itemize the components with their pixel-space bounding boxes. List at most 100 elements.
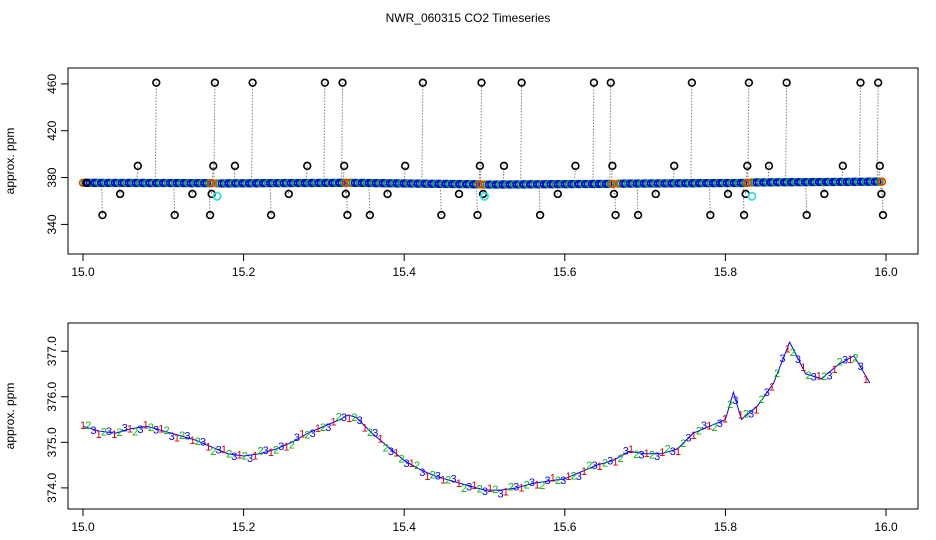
- bottom-series-marker-1: 1: [722, 413, 728, 425]
- bottom-series-marker-1: 1: [377, 434, 383, 446]
- top-raw-spike-line: [118, 182, 121, 195]
- bottom-series-marker-2: 2: [727, 399, 733, 411]
- bottom-series-marker-3: 3: [732, 395, 738, 407]
- bottom-series-marker-1: 1: [174, 433, 180, 445]
- top-outlier-point: [365, 210, 375, 220]
- top-raw-spike-line: [538, 184, 541, 216]
- bottom-y-axis-label: approx. ppm: [3, 383, 17, 450]
- bottom-series-marker-1: 1: [237, 449, 243, 461]
- top-raw-spike-line: [479, 82, 482, 185]
- bottom-series-marker-2: 2: [477, 484, 483, 496]
- top-raw-spike-line: [636, 183, 639, 216]
- top-raw-spike-line: [592, 82, 595, 185]
- bottom-series-marker-3: 3: [106, 426, 112, 438]
- bottom-series-marker-1: 1: [832, 364, 838, 376]
- bottom-series-marker-3: 3: [858, 361, 864, 373]
- bottom-series-marker-2: 2: [289, 440, 295, 452]
- top-raw-spike-line: [210, 183, 213, 195]
- top-outlier-point: [475, 161, 485, 171]
- top-flagged-point: [747, 191, 757, 201]
- bottom-series-marker-1: 1: [518, 482, 524, 494]
- top-outlier-point: [205, 210, 215, 220]
- top-outlier-point: [723, 189, 733, 199]
- bottom-series-marker-2: 2: [821, 371, 827, 383]
- top-outlier-point: [670, 161, 679, 171]
- top-outlier-point: [820, 189, 829, 199]
- bottom-series-marker-1: 1: [769, 381, 775, 393]
- bottom-series-marker-2: 2: [304, 429, 310, 441]
- bottom-series-marker-1: 1: [581, 466, 587, 478]
- bottom-x-tick-label: 15.2: [232, 520, 256, 534]
- top-outlier-point: [764, 161, 774, 171]
- bottom-series-marker-1: 1: [111, 429, 117, 441]
- top-raw-spike-line: [520, 82, 523, 185]
- bottom-series-marker-1: 1: [628, 444, 634, 456]
- top-panel: approx. ppm 15.0 15.2 15.4 15.6 15.8 16.0 340 3…: [3, 67, 919, 279]
- bottom-series-marker-2: 2: [242, 451, 248, 463]
- bottom-y-tick-label: 374.0: [45, 473, 59, 503]
- bottom-series-marker-2: 2: [508, 482, 514, 494]
- bottom-series-marker-1: 1: [753, 405, 759, 417]
- bottom-series-marker-1: 1: [80, 420, 86, 432]
- bottom-series-marker-2: 2: [163, 425, 169, 437]
- bottom-series-marker-3: 3: [90, 425, 96, 437]
- chart-title: NWR_060315 CO2 Timeseries: [386, 11, 551, 25]
- top-raw-spike-line: [805, 182, 808, 216]
- top-raw-spike-line: [475, 184, 478, 216]
- bottom-series-marker-3: 3: [404, 458, 410, 470]
- top-outlier-point: [477, 78, 486, 87]
- bottom-series-marker-1: 1: [800, 362, 806, 374]
- bottom-series-marker-1: 1: [409, 458, 415, 470]
- bottom-x-tick-label: 15.6: [553, 520, 577, 534]
- bottom-series-marker-2: 2: [602, 458, 608, 470]
- top-outlier-point: [571, 161, 580, 171]
- bottom-series-marker-2: 2: [774, 368, 780, 380]
- bottom-series-marker-2: 2: [524, 479, 530, 491]
- bottom-series-marker-1: 1: [550, 473, 556, 485]
- bottom-series-marker-3: 3: [341, 412, 347, 424]
- bottom-series-marker-3: 3: [544, 475, 550, 487]
- top-raw-spike-line: [708, 183, 711, 216]
- top-outlier-point: [343, 210, 352, 220]
- top-raw-spike-line: [269, 183, 272, 216]
- bottom-series-marker-2: 2: [633, 449, 639, 461]
- bottom-series-marker-1: 1: [315, 423, 321, 435]
- bottom-series-marker-2: 2: [351, 412, 357, 424]
- top-raw-spike-line: [173, 183, 176, 216]
- bottom-series-marker-2: 2: [383, 442, 389, 454]
- bottom-series-marker-1: 1: [440, 474, 446, 486]
- top-y-tick-label: 460: [45, 74, 59, 94]
- top-outlier-point: [873, 78, 883, 87]
- top-outlier-point: [687, 78, 697, 87]
- top-outlier-point: [589, 78, 599, 87]
- bottom-series-marker-2: 2: [665, 443, 671, 455]
- top-outlier-point: [633, 210, 643, 220]
- bottom-x-tick-label: 15.4: [393, 520, 417, 534]
- top-raw-lines: [85, 82, 884, 216]
- bottom-series-marker-3: 3: [325, 422, 331, 434]
- bottom-series-marker-1: 1: [424, 471, 430, 483]
- bottom-series-marker-2: 2: [492, 484, 498, 496]
- bottom-series-marker-2: 2: [680, 438, 686, 450]
- bottom-series-marker-1: 1: [346, 413, 352, 425]
- bottom-series-marker-1: 1: [252, 451, 258, 463]
- top-outlier-point: [739, 210, 749, 220]
- bottom-series-marker-3: 3: [591, 460, 597, 472]
- bottom-series-line: [82, 340, 871, 491]
- top-x-tick-label: 15.8: [714, 265, 738, 279]
- top-raw-spike-line: [609, 82, 612, 184]
- top-x-tick-label: 16.0: [874, 265, 898, 279]
- bottom-series-marker-3: 3: [247, 453, 253, 465]
- top-outlier-point: [418, 78, 428, 87]
- bottom-series-marker-2: 2: [257, 445, 263, 457]
- bottom-series-marker-3: 3: [779, 353, 785, 365]
- bottom-series-marker-3: 3: [200, 436, 206, 448]
- bottom-y-tick-label: 377.0: [45, 336, 59, 366]
- top-plot-frame: [67, 67, 919, 255]
- top-outlier-point: [856, 78, 865, 87]
- bottom-series-marker-2: 2: [273, 444, 279, 456]
- bottom-series-marker-2: 2: [758, 394, 764, 406]
- top-y-axis-label: approx. ppm: [3, 128, 17, 195]
